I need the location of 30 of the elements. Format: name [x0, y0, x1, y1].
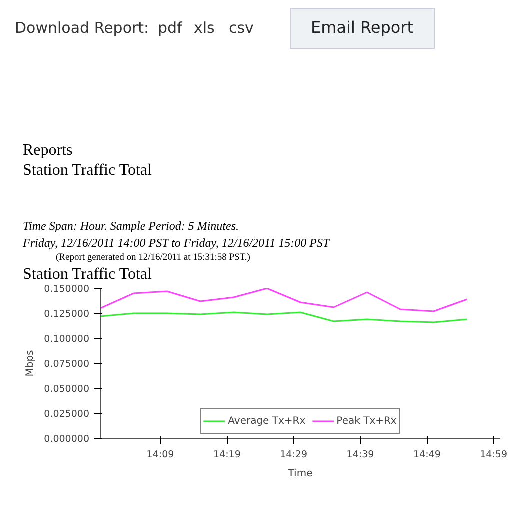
y-tick-label: 0.025000 [44, 409, 90, 420]
text: Reports [23, 141, 73, 161]
text: pdf [158, 18, 182, 39]
y-tick-label: 0.125000 [44, 309, 90, 320]
chart-title: Station Traffic Total [23, 266, 152, 283]
y-axis-title: Mbps [25, 350, 36, 377]
y-tick-label: 0.000000 [44, 434, 90, 445]
legend-label: Average Tx+Rx [228, 416, 306, 426]
legend-label: Peak Tx+Rx [336, 416, 397, 426]
text: xls [194, 18, 215, 39]
text: Time Span: Hour. Sample Period: 5 Minutes. [23, 218, 239, 235]
x-tick-label: 14:59 [480, 450, 508, 460]
text: (Report generated on 12/16/2011 at 15:31:58 PST.) [56, 252, 250, 265]
text: Email Report [290, 8, 435, 49]
x-tick-label: 14:09 [146, 450, 174, 460]
text: Download Report: [15, 18, 150, 39]
text: csv [229, 18, 254, 39]
line-series [100, 312, 468, 324]
line-series [100, 288, 468, 312]
y-tick-label: 0.075000 [44, 359, 90, 370]
y-tick-label: 0.150000 [44, 284, 90, 295]
y-tick-label: 0.100000 [44, 334, 90, 345]
y-tick-label: 0.050000 [44, 384, 90, 395]
x-tick-label: 14:49 [413, 450, 441, 460]
text: Friday, 12/16/2011 14:00 PST to Friday, 12/16/2011 15:00 PST [23, 235, 330, 252]
x-tick-label: 14:29 [280, 450, 308, 460]
x-axis-title: Time [287, 468, 313, 480]
x-tick-label: 14:19 [213, 450, 241, 460]
x-tick-label: 14:39 [346, 450, 374, 460]
text: Station Traffic Total [23, 161, 152, 181]
